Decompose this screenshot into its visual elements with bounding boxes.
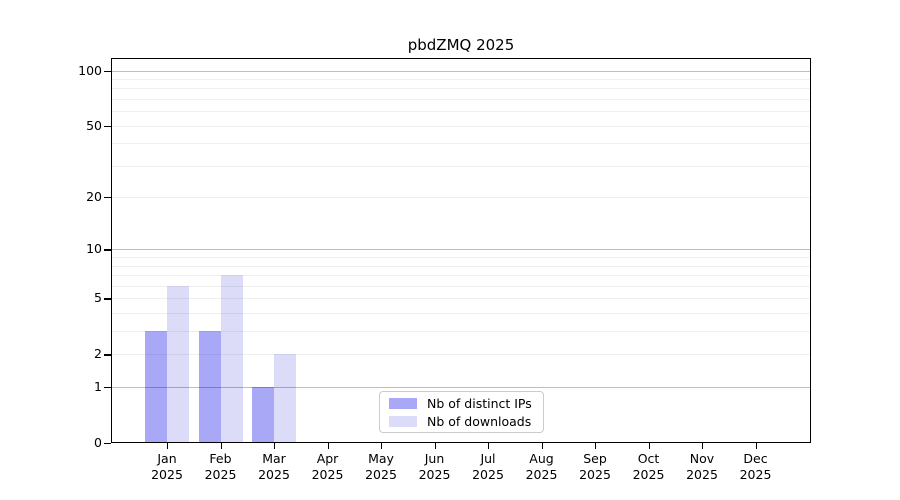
x-tick-label-may: May 2025: [349, 451, 413, 483]
x-tick-month-mar: Mar: [262, 451, 286, 466]
x-tick-month-oct: Oct: [637, 451, 660, 466]
y-tick-50: [104, 125, 111, 127]
x-tick-apr: [327, 443, 329, 449]
bar-distinct-ips-feb: [198, 331, 221, 443]
legend-label-downloads: Nb of downloads: [427, 413, 532, 429]
x-tick-month-may: May: [368, 451, 394, 466]
chart-title: pbdZMQ 2025: [407, 36, 515, 54]
x-tick-month-jun: Jun: [424, 451, 445, 466]
x-tick-aug: [541, 443, 543, 449]
x-tick-month-nov: Nov: [689, 451, 715, 466]
gridline-minor-70: [111, 99, 811, 100]
legend: Nb of distinct IPs Nb of downloads: [379, 391, 544, 433]
gridline-minor-40: [111, 143, 811, 145]
gridline-minor-3: [111, 331, 811, 333]
x-tick-dec: [755, 443, 757, 449]
gridline-major-10: [111, 249, 811, 251]
x-tick-month-feb: Feb: [209, 451, 232, 466]
x-tick-month-sep: Sep: [583, 451, 607, 466]
x-tick-jun: [434, 443, 436, 449]
y-tick-2: [104, 354, 111, 356]
x-tick-year-may: 2025: [365, 467, 397, 482]
gridline-minor-90: [111, 78, 811, 80]
gridline-minor-20: [111, 197, 811, 199]
gridline-minor-5: [111, 298, 811, 300]
x-tick-mar: [274, 443, 276, 449]
x-tick-feb: [220, 443, 222, 449]
x-tick-year-mar: 2025: [258, 467, 290, 482]
x-tick-month-apr: Apr: [316, 451, 339, 466]
y-tick-label-0: 0: [94, 435, 102, 450]
bar-downloads-mar: [274, 354, 296, 443]
x-tick-year-sep: 2025: [579, 467, 611, 482]
legend-label-distinct-ips: Nb of distinct IPs: [427, 395, 532, 411]
bar-downloads-feb: [220, 275, 243, 443]
y-tick-label-10: 10: [86, 241, 102, 257]
gridline-minor-80: [111, 88, 811, 90]
y-tick-label-1: 1: [94, 379, 102, 395]
x-tick-jan: [167, 443, 169, 449]
x-tick-label-nov: Nov 2025: [670, 451, 734, 483]
x-tick-may: [381, 443, 383, 449]
x-tick-nov: [702, 443, 704, 449]
gridline-minor-30: [111, 165, 811, 167]
x-tick-month-jan: Jan: [157, 451, 177, 466]
y-tick-label-50: 50: [86, 117, 102, 133]
y-tick-1: [104, 387, 111, 389]
legend-swatch-distinct-ips: [389, 397, 417, 409]
gridline-minor-9: [111, 257, 811, 259]
x-tick-label-mar: Mar 2025: [242, 451, 306, 483]
x-tick-year-nov: 2025: [686, 467, 718, 482]
x-tick-jul: [488, 443, 490, 449]
x-tick-year-aug: 2025: [525, 467, 558, 482]
y-tick-20: [104, 197, 111, 199]
x-tick-month-jul: Jul: [480, 451, 496, 466]
y-tick-label-5: 5: [94, 290, 102, 306]
x-tick-label-aug: Aug 2025: [510, 451, 574, 483]
x-tick-year-jun: 2025: [418, 467, 451, 482]
x-tick-label-jul: Jul 2025: [456, 451, 520, 483]
y-tick-label-20: 20: [86, 189, 102, 205]
gridline-major-1: [111, 387, 811, 389]
x-tick-year-feb: 2025: [204, 467, 237, 482]
x-tick-label-jun: Jun 2025: [403, 451, 467, 483]
x-tick-year-dec: 2025: [739, 467, 772, 482]
x-tick-year-jan: 2025: [151, 467, 183, 482]
gridline-minor-60: [111, 111, 811, 113]
y-tick-10: [104, 249, 111, 251]
x-tick-month-aug: Aug: [529, 451, 554, 466]
x-tick-year-apr: 2025: [311, 467, 344, 482]
y-tick-label-100: 100: [78, 62, 102, 78]
x-tick-sep: [595, 443, 597, 449]
y-tick-0: [104, 443, 111, 445]
gridline-minor-6: [111, 285, 811, 287]
x-tick-oct: [648, 443, 650, 449]
x-tick-label-oct: Oct 2025: [617, 451, 681, 483]
x-tick-label-dec: Dec 2025: [724, 451, 788, 483]
gridline-minor-8: [111, 265, 811, 267]
gridline-minor-7: [111, 275, 811, 277]
x-tick-label-apr: Apr 2025: [296, 451, 360, 483]
legend-row-distinct-ips: Nb of distinct IPs: [389, 396, 534, 411]
gridline-major-100: [111, 70, 811, 72]
legend-row-downloads: Nb of downloads: [389, 414, 534, 429]
gridline-minor-50: [111, 125, 811, 127]
x-tick-year-oct: 2025: [632, 467, 665, 482]
x-tick-month-dec: Dec: [743, 451, 768, 466]
y-tick-label-2: 2: [94, 346, 102, 362]
x-tick-label-feb: Feb 2025: [189, 451, 253, 483]
y-tick-5: [104, 298, 111, 300]
bar-distinct-ips-jan: [145, 331, 167, 443]
x-tick-year-jul: 2025: [472, 467, 504, 482]
bar-distinct-ips-mar: [252, 387, 274, 443]
y-tick-100: [104, 70, 111, 72]
x-tick-label-jan: Jan 2025: [135, 451, 199, 483]
gridline-minor-4: [111, 313, 811, 315]
x-tick-label-sep: Sep 2025: [563, 451, 627, 483]
gridline-minor-2: [111, 354, 811, 356]
bar-downloads-jan: [167, 285, 189, 443]
legend-swatch-downloads: [389, 415, 417, 427]
